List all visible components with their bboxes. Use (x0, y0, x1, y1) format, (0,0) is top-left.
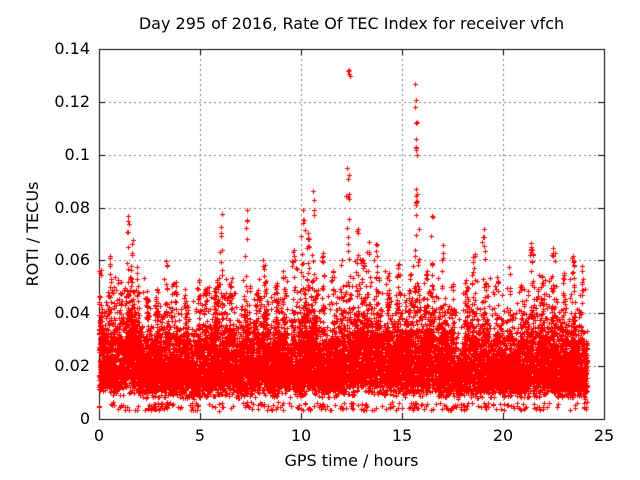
x-axis-title: GPS time / hours (284, 451, 419, 470)
y-tick-label: 0.1 (64, 144, 90, 164)
y-axis-title: ROTI / TECUs (23, 181, 42, 287)
x-tick-label: 10 (290, 426, 312, 445)
x-tick-label: 20 (492, 426, 514, 445)
x-tick-label: 5 (194, 426, 206, 445)
y-tick-label: 0 (79, 409, 90, 428)
chart-title: Day 295 of 2016, Rate Of TEC Index for r… (138, 14, 565, 33)
y-tick-label: 0.04 (54, 303, 90, 323)
x-tick-label: 15 (391, 426, 413, 445)
x-tick-label: 0 (93, 426, 105, 445)
x-tick-label: 25 (593, 426, 615, 445)
y-tick-label: 0.12 (54, 91, 90, 111)
y-tick-label: 0.14 (54, 39, 90, 58)
y-tick-label: 0.06 (54, 250, 90, 270)
y-tick-label: 0.08 (54, 197, 90, 217)
y-tick-label: 0.02 (54, 356, 90, 376)
